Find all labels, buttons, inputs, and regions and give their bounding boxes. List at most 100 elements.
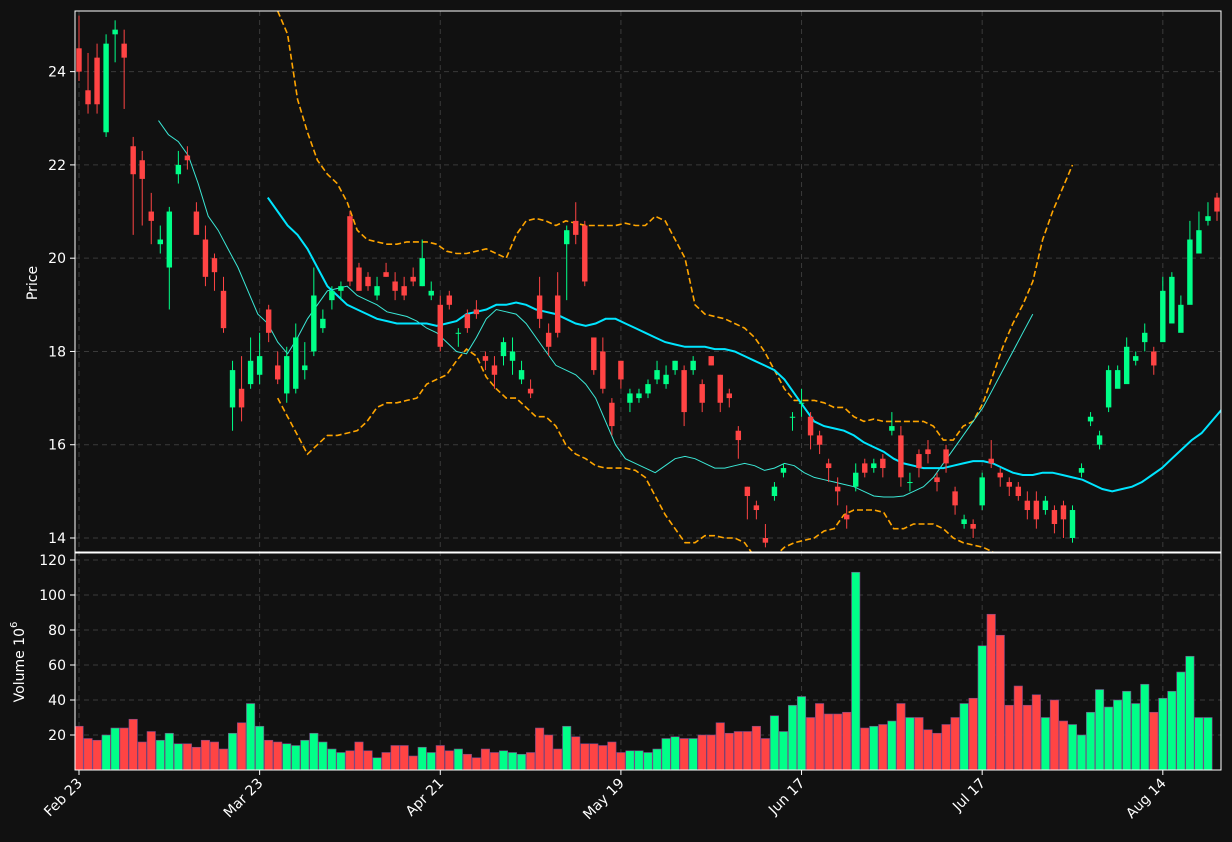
candle-body <box>1024 500 1031 511</box>
volume-bar <box>733 731 743 771</box>
volume-bar <box>1194 717 1204 771</box>
volume-bar <box>643 752 653 771</box>
volume-bar <box>1140 683 1150 771</box>
volume-tick-label: 40 <box>48 693 66 709</box>
candle-body <box>889 426 895 431</box>
candle-body <box>699 384 705 403</box>
volume-bar <box>191 746 201 771</box>
candle-body <box>256 356 263 375</box>
candle-body <box>202 239 209 277</box>
volume-bar <box>399 745 409 771</box>
candle-body <box>1069 510 1076 539</box>
candle-body <box>1114 370 1121 389</box>
candle-body <box>825 463 832 469</box>
candle-body <box>139 160 145 179</box>
volume-bar <box>309 732 319 771</box>
candle-body <box>1169 276 1175 324</box>
volume-bar <box>164 732 174 771</box>
candle-body <box>347 216 353 282</box>
candle-body <box>952 491 958 506</box>
volume-bars <box>74 571 1213 771</box>
candle-body <box>437 304 443 347</box>
volume-bar <box>661 738 671 771</box>
candle-body <box>112 29 118 35</box>
volume-bar <box>435 745 445 771</box>
candle-body <box>690 360 696 371</box>
candle-body <box>771 486 778 497</box>
candle-body <box>663 374 669 385</box>
volume-bar <box>146 731 156 771</box>
volume-bar <box>625 750 635 771</box>
volume-bar <box>517 753 527 771</box>
candle-body <box>274 365 281 380</box>
volume-bar <box>697 734 707 771</box>
candle-body <box>853 472 859 487</box>
candle-body <box>193 211 200 235</box>
volume-bar <box>905 717 915 771</box>
candle-body <box>744 486 751 497</box>
volume-bar <box>724 732 734 771</box>
volume-bar <box>869 725 879 771</box>
candle-body <box>464 314 471 329</box>
candle-body <box>564 230 570 245</box>
candle-body <box>1142 332 1148 343</box>
candle-body <box>302 365 308 371</box>
candle-body <box>482 356 489 361</box>
candle-body <box>329 290 335 301</box>
volume-bar <box>1077 734 1087 771</box>
candle-body <box>518 370 525 380</box>
candle-body <box>843 514 850 520</box>
candle-body <box>1151 351 1157 366</box>
price-axis-label: Price <box>25 266 41 300</box>
volume-bar <box>1058 720 1068 771</box>
volume-bar <box>562 725 572 771</box>
volume-bar <box>471 757 481 771</box>
candle-body <box>934 477 940 483</box>
price-tick-label: 22 <box>48 158 66 174</box>
candle-body <box>85 90 91 105</box>
volume-bar <box>300 739 310 771</box>
candle-body <box>130 146 136 175</box>
volume-bar <box>1176 671 1186 771</box>
candle-body <box>211 258 218 273</box>
candle-body <box>591 337 597 371</box>
candle-body <box>76 48 82 72</box>
candle-body <box>780 468 787 473</box>
candle-body <box>365 276 371 287</box>
volume-bar <box>173 743 183 771</box>
volume-bar <box>417 746 427 771</box>
candle-body <box>1123 346 1130 385</box>
volume-bar <box>92 739 102 771</box>
candle-body <box>1187 239 1193 305</box>
volume-bar <box>372 757 382 771</box>
candle-body <box>545 332 552 347</box>
candles <box>76 15 1220 548</box>
candle-body <box>1178 304 1184 333</box>
candle-body <box>184 155 191 161</box>
candle-body <box>401 286 407 296</box>
candle-body <box>554 295 561 333</box>
candle-body <box>609 402 615 427</box>
sma-slow-line <box>158 120 1034 498</box>
price-tick-label: 20 <box>48 251 66 267</box>
candle-body <box>961 519 967 525</box>
candle-body <box>265 309 272 333</box>
volume-bar <box>1185 655 1195 771</box>
volume-bar <box>769 715 779 771</box>
candle-body <box>1033 500 1040 520</box>
candle-body <box>175 164 182 175</box>
volume-bar <box>932 732 942 771</box>
volume-bar <box>787 704 798 771</box>
price-tick-label: 18 <box>48 344 66 360</box>
candle-body <box>247 360 254 385</box>
volume-bar <box>110 727 120 771</box>
volume-bar <box>580 743 590 771</box>
candle-body <box>618 360 624 380</box>
volume-bar <box>426 752 436 771</box>
volume-bar <box>354 741 364 771</box>
volume-bar <box>74 725 84 771</box>
candle-body <box>446 295 453 305</box>
volume-tick-label: 80 <box>48 623 66 639</box>
candle-body <box>338 286 344 291</box>
sma-fast-line <box>266 197 1221 493</box>
